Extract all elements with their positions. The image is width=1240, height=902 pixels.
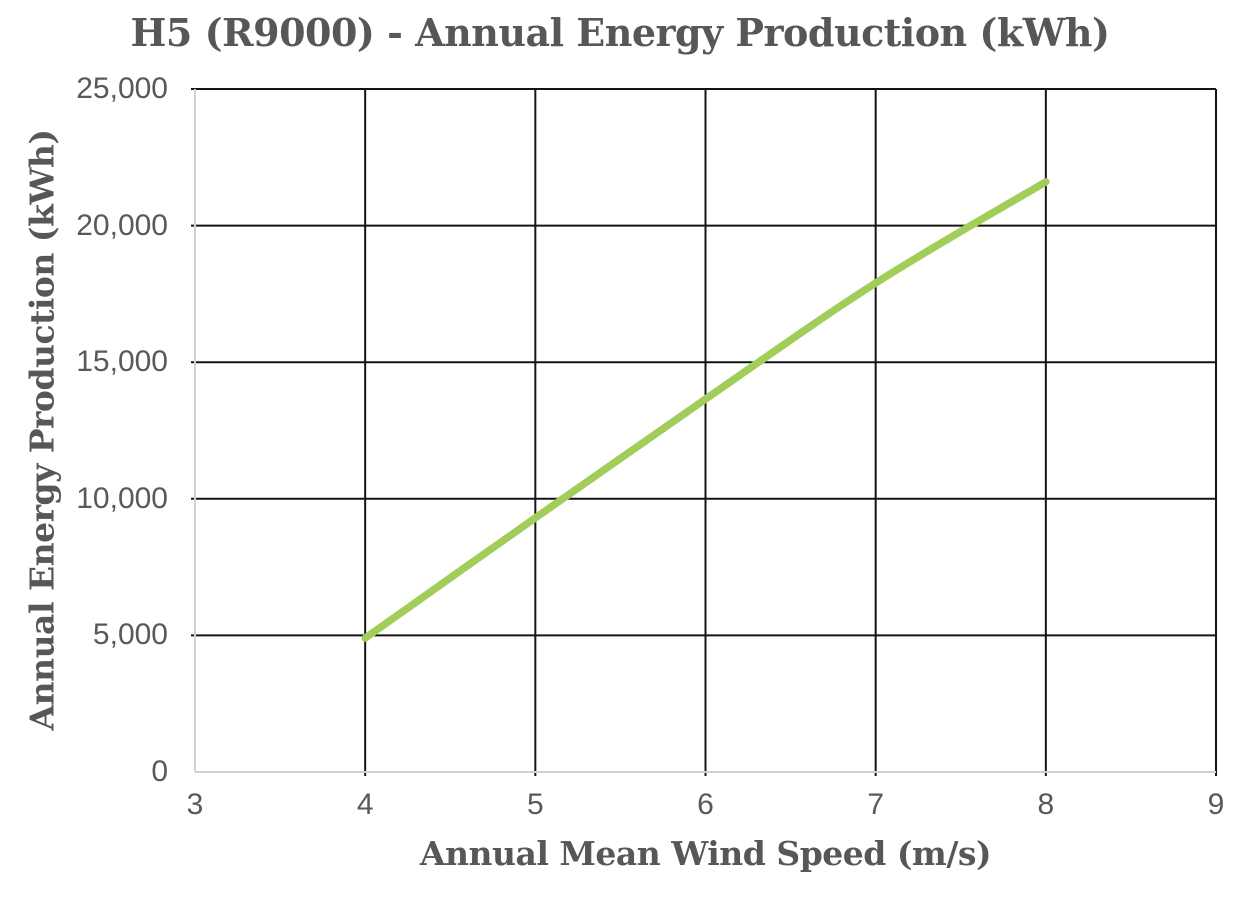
- x-axis-title: Annual Mean Wind Speed (m/s): [419, 834, 992, 873]
- x-tick-label: 9: [1207, 788, 1225, 821]
- y-tick-label: 15,000: [76, 345, 168, 379]
- x-tick-label: 8: [1037, 788, 1055, 821]
- y-tick-label: 10,000: [76, 481, 168, 515]
- x-tick-label: 5: [526, 788, 544, 821]
- series-line: [361, 178, 1050, 642]
- x-tick-label: 3: [186, 788, 204, 821]
- y-tick-label: 5,000: [92, 618, 168, 652]
- x-tick-label: 6: [697, 788, 714, 821]
- y-tick-label: 20,000: [76, 208, 168, 242]
- y-tick-label: 0: [151, 755, 168, 788]
- plot-area: [191, 88, 1217, 776]
- y-tick-label: 25,000: [76, 72, 168, 105]
- x-tick-label: 7: [867, 788, 884, 821]
- chart-title: H5 (R9000) - Annual Energy Production (k…: [130, 10, 1111, 55]
- x-tick-label: 4: [356, 788, 374, 821]
